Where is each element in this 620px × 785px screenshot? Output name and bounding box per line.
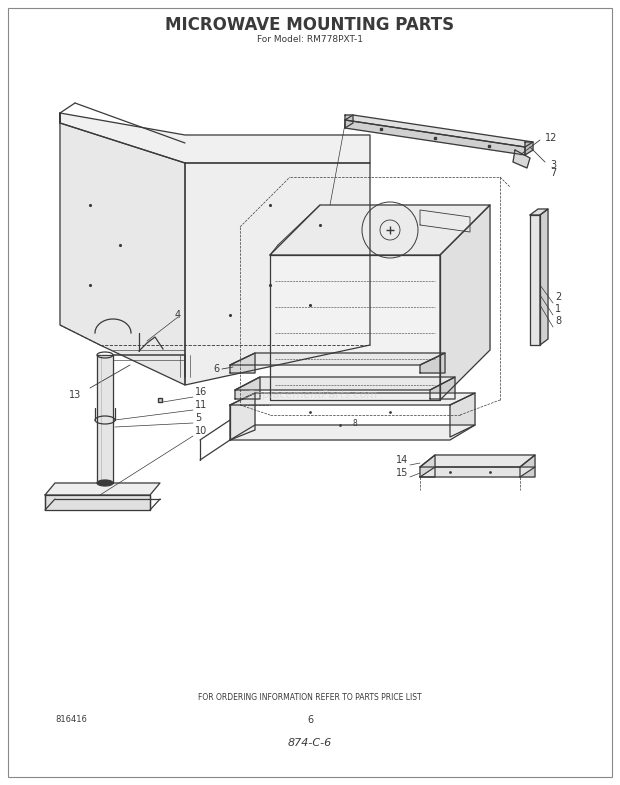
- Text: FOR ORDERING INFORMATION REFER TO PARTS PRICE LIST: FOR ORDERING INFORMATION REFER TO PARTS …: [198, 692, 422, 702]
- Polygon shape: [60, 113, 185, 385]
- Polygon shape: [185, 163, 370, 385]
- Text: 8: 8: [353, 418, 357, 428]
- Polygon shape: [270, 255, 440, 400]
- Polygon shape: [513, 150, 530, 168]
- Polygon shape: [420, 467, 535, 477]
- Text: For Model: RM778PXT-1: For Model: RM778PXT-1: [257, 35, 363, 43]
- Text: 11: 11: [195, 400, 207, 410]
- Polygon shape: [45, 483, 160, 495]
- Polygon shape: [530, 209, 548, 215]
- Text: 6: 6: [307, 715, 313, 725]
- Polygon shape: [235, 377, 455, 390]
- Text: 7: 7: [550, 168, 556, 178]
- Text: 2: 2: [555, 292, 561, 302]
- Text: 13: 13: [69, 390, 81, 400]
- Polygon shape: [420, 353, 445, 373]
- Polygon shape: [97, 355, 113, 483]
- Polygon shape: [230, 353, 445, 365]
- Polygon shape: [520, 455, 535, 477]
- Polygon shape: [345, 115, 353, 128]
- Text: 14: 14: [396, 455, 408, 465]
- Ellipse shape: [97, 480, 113, 486]
- Text: 1: 1: [555, 304, 561, 314]
- Text: 10: 10: [195, 426, 207, 436]
- Text: 8: 8: [555, 316, 561, 326]
- Polygon shape: [525, 142, 533, 155]
- Polygon shape: [530, 215, 540, 345]
- Polygon shape: [540, 209, 548, 345]
- Text: MICROWAVE MOUNTING PARTS: MICROWAVE MOUNTING PARTS: [166, 16, 454, 34]
- Polygon shape: [345, 120, 525, 155]
- Text: 816416: 816416: [55, 715, 87, 725]
- Polygon shape: [60, 113, 370, 163]
- Polygon shape: [45, 495, 150, 510]
- Text: 6: 6: [214, 364, 220, 374]
- Text: 12: 12: [545, 133, 557, 143]
- Text: 4: 4: [175, 310, 181, 320]
- Polygon shape: [420, 455, 435, 477]
- Polygon shape: [235, 377, 260, 399]
- Polygon shape: [450, 393, 475, 437]
- Polygon shape: [430, 377, 455, 399]
- Text: 5: 5: [195, 413, 202, 423]
- Text: 15: 15: [396, 468, 408, 478]
- Polygon shape: [230, 393, 255, 440]
- Polygon shape: [420, 455, 535, 467]
- Text: 874-C-6: 874-C-6: [288, 738, 332, 748]
- Text: eReplacementParts.com: eReplacementParts.com: [242, 390, 378, 400]
- Polygon shape: [230, 425, 475, 440]
- Polygon shape: [270, 205, 490, 255]
- Text: 3: 3: [550, 160, 556, 170]
- Polygon shape: [230, 393, 475, 405]
- Polygon shape: [440, 205, 490, 400]
- Polygon shape: [345, 115, 533, 147]
- Polygon shape: [230, 353, 255, 373]
- Text: 16: 16: [195, 387, 207, 397]
